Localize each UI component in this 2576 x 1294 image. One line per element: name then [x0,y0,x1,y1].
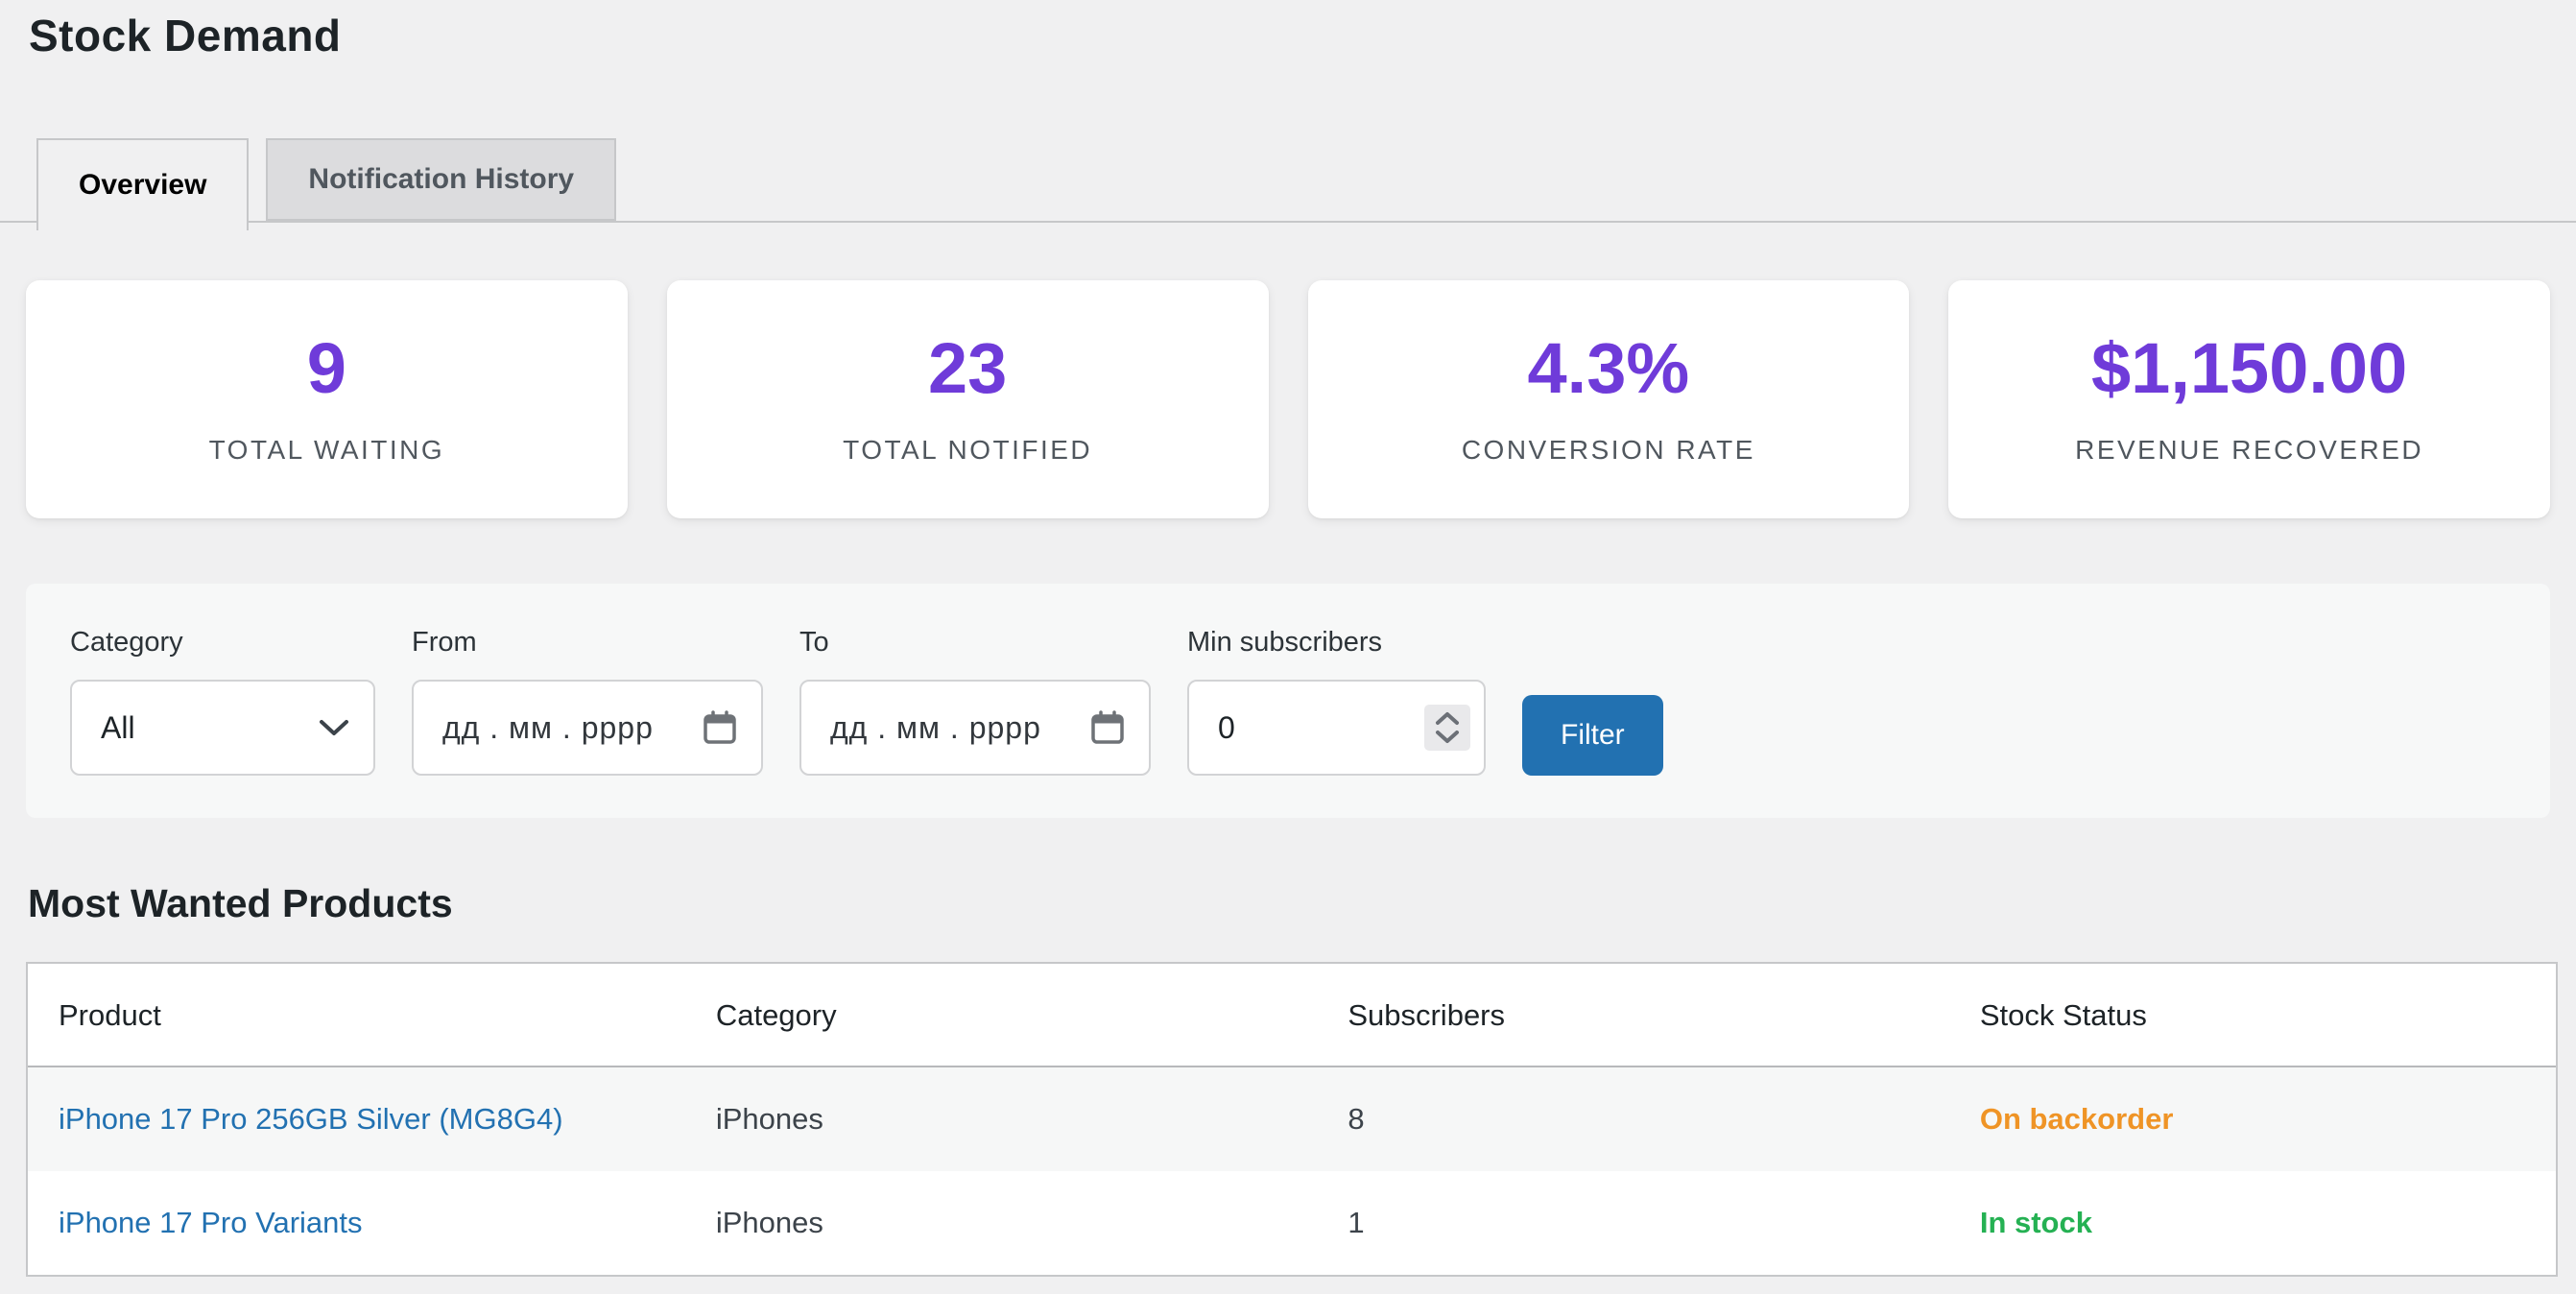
stepper-down-icon [1436,731,1459,743]
table-header-row: Product Category Subscribers Stock Statu… [28,964,2556,1067]
number-stepper[interactable] [1424,705,1470,751]
table-row: iPhone 17 Pro 256GB Silver (MG8G4) iPhon… [28,1066,2556,1171]
filter-button[interactable]: Filter [1522,695,1663,776]
stat-card-total-notified: 23 TOTAL NOTIFIED [666,280,1269,518]
most-wanted-table: Product Category Subscribers Stock Statu… [26,962,2558,1277]
subscribers-cell: 8 [1348,1102,1365,1136]
stock-status-badge: On backorder [1979,1102,2174,1136]
tab-notification-history[interactable]: Notification History [266,138,617,221]
product-link[interactable]: iPhone 17 Pro 256GB Silver (MG8G4) [59,1102,563,1136]
column-header-stock-status: Stock Status [1948,964,2556,1067]
category-field: Category All [70,627,375,776]
min-subscribers-field: Min subscribers 0 [1187,627,1486,776]
to-date-field: To дд . мм . рррр [799,627,1151,776]
page-title: Stock Demand [29,11,342,60]
column-header-subscribers: Subscribers [1317,964,1949,1067]
category-select[interactable]: All [70,680,375,776]
tab-bar: Overview Notification History [0,138,2576,230]
calendar-icon[interactable] [1089,709,1126,746]
min-subscribers-input[interactable]: 0 [1187,680,1486,776]
chevron-down-icon [318,717,350,738]
tab-overview[interactable]: Overview [36,138,250,230]
most-wanted-heading: Most Wanted Products [28,881,453,925]
stat-value: $1,150.00 [2091,328,2408,408]
to-label: To [799,627,829,658]
date-placeholder: дд . мм . рррр [830,709,1041,745]
from-date-field: From дд . мм . рррр [412,627,763,776]
min-subscribers-label: Min subscribers [1187,627,1383,658]
subscribers-cell: 1 [1348,1206,1365,1239]
column-header-category: Category [684,964,1318,1067]
stat-card-conversion-rate: 4.3% CONVERSION RATE [1307,280,1910,518]
stat-card-revenue-recovered: $1,150.00 REVENUE RECOVERED [1948,280,2550,518]
stepper-up-icon [1436,712,1459,725]
calendar-icon[interactable] [702,709,738,746]
to-date-input[interactable]: дд . мм . рррр [799,680,1151,776]
stat-label: REVENUE RECOVERED [2075,435,2424,465]
category-label: Category [70,627,183,658]
stat-cards-row: 9 TOTAL WAITING 23 TOTAL NOTIFIED 4.3% C… [26,280,2550,518]
stat-value: 23 [927,328,1008,408]
min-subscribers-value: 0 [1218,709,1235,745]
product-link[interactable]: iPhone 17 Pro Variants [59,1206,363,1239]
column-header-product: Product [28,964,685,1067]
stat-value: 4.3% [1527,328,1690,408]
table-row: iPhone 17 Pro Variants iPhones 1 In stoc… [28,1171,2556,1275]
category-cell: iPhones [715,1102,823,1136]
date-placeholder: дд . мм . рррр [442,709,654,745]
stat-value: 9 [306,328,346,408]
filter-panel: Category All From дд . мм . рррр [26,584,2550,818]
category-selected-value: All [101,709,135,745]
stat-label: CONVERSION RATE [1461,435,1755,465]
stock-status-badge: In stock [1979,1206,2092,1239]
from-date-input[interactable]: дд . мм . рррр [412,680,763,776]
stat-card-total-waiting: 9 TOTAL WAITING [26,280,628,518]
stat-label: TOTAL NOTIFIED [843,435,1093,465]
from-label: From [412,627,477,658]
category-cell: iPhones [715,1206,823,1239]
stat-label: TOTAL WAITING [208,435,445,465]
